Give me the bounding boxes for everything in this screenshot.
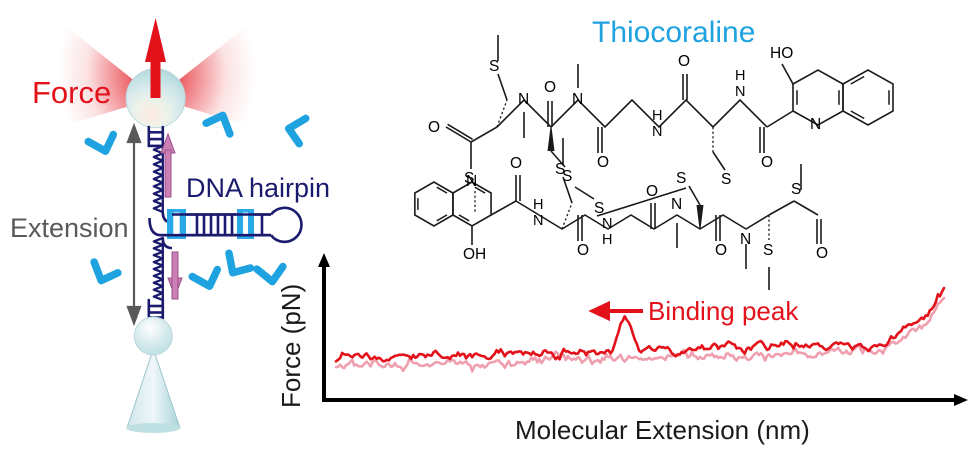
svg-text:S: S [676, 170, 686, 187]
svg-text:N: N [572, 91, 583, 108]
svg-text:S: S [763, 242, 773, 259]
svg-text:Extension: Extension [10, 213, 129, 243]
svg-text:O: O [544, 79, 556, 96]
svg-text:OH: OH [463, 246, 486, 263]
svg-text:Binding peak: Binding peak [648, 296, 799, 326]
svg-text:S: S [721, 171, 731, 188]
svg-text:O: O [678, 53, 690, 70]
svg-text:N: N [652, 124, 662, 140]
svg-text:N: N [735, 84, 745, 100]
svg-text:Molecular Extension (nm): Molecular Extension (nm) [515, 415, 810, 445]
svg-text:N: N [671, 196, 682, 213]
svg-text:DNA hairpin: DNA hairpin [186, 173, 330, 203]
svg-text:HO: HO [770, 45, 793, 62]
svg-text:O: O [761, 154, 773, 171]
svg-text:O: O [597, 154, 609, 171]
svg-text:O: O [510, 155, 522, 172]
svg-text:O: O [577, 242, 589, 259]
svg-text:O: O [428, 119, 440, 136]
svg-text:O: O [715, 242, 727, 259]
svg-text:S: S [791, 181, 801, 198]
svg-text:N: N [466, 173, 477, 190]
svg-text:H: H [735, 68, 745, 84]
svg-text:H: H [602, 232, 612, 248]
svg-text:N: N [810, 116, 821, 133]
svg-text:N: N [533, 213, 543, 229]
svg-text:H: H [652, 108, 662, 124]
svg-text:Thiocoraline: Thiocoraline [592, 16, 755, 49]
svg-text:H: H [533, 197, 543, 213]
svg-text:Force: Force [32, 75, 111, 110]
svg-text:N: N [518, 91, 529, 108]
svg-text:N: N [602, 216, 612, 232]
svg-text:Force (pN): Force (pN) [276, 284, 306, 408]
svg-text:O: O [816, 245, 828, 262]
